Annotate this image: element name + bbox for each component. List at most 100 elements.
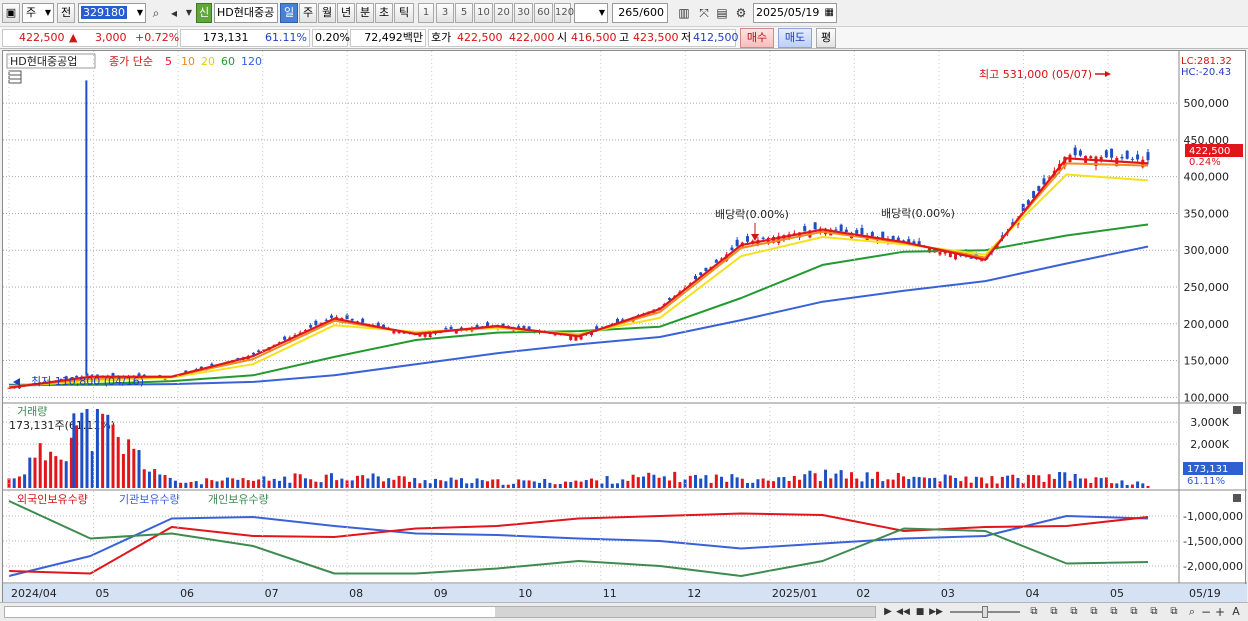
rewind-icon[interactable]: ◀◀ bbox=[896, 607, 910, 617]
volume-bar bbox=[319, 482, 323, 488]
candle-body bbox=[1099, 156, 1103, 160]
volume-bar bbox=[569, 481, 573, 488]
candle-body bbox=[501, 323, 505, 327]
candle-body bbox=[485, 322, 489, 327]
chart-tool-icon[interactable]: ⧉ bbox=[1050, 606, 1058, 617]
horizontal-scrollbar[interactable] bbox=[4, 606, 876, 618]
volume-bar bbox=[1104, 477, 1108, 488]
chart-tool-icon[interactable]: ⧉ bbox=[1110, 606, 1118, 617]
volume-bar bbox=[1130, 484, 1134, 488]
zoom-slider-handle[interactable] bbox=[982, 606, 988, 618]
stock-code-input[interactable]: 329180 ▼ bbox=[78, 3, 146, 23]
interval-20-button[interactable]: 20 bbox=[494, 3, 513, 23]
scroll-right-icon[interactable]: ▶ bbox=[884, 606, 892, 617]
table-view-icon[interactable] bbox=[8, 70, 22, 84]
period-month-button[interactable]: 월 bbox=[318, 3, 336, 23]
holdings-panel-close-icon[interactable] bbox=[1233, 494, 1241, 502]
volume-bar bbox=[1032, 475, 1036, 488]
volume-bar bbox=[376, 476, 380, 488]
candle-type-icon[interactable]: ▥ bbox=[678, 6, 690, 20]
candle-body bbox=[694, 276, 698, 280]
chart-tool-icon[interactable]: ⧉ bbox=[1130, 606, 1138, 617]
chevron-down-icon[interactable]: ▼ bbox=[185, 8, 193, 17]
chart-tool-icon[interactable]: ⧉ bbox=[1030, 606, 1038, 617]
font-size-icon[interactable]: A bbox=[1232, 605, 1240, 618]
period-tick-button[interactable]: 틱 bbox=[394, 3, 414, 23]
sell-button[interactable]: 매도 bbox=[778, 28, 812, 48]
chart-tool-icon[interactable]: ⧉ bbox=[1070, 606, 1078, 617]
chart-tool-icon[interactable]: ⧉ bbox=[1090, 606, 1098, 617]
window-menu-icon[interactable]: ▣ bbox=[2, 3, 20, 23]
volume-panel-close-icon[interactable] bbox=[1233, 406, 1241, 414]
volume-bar bbox=[283, 476, 287, 488]
candle-body bbox=[1146, 152, 1150, 161]
volume-bar bbox=[829, 478, 833, 488]
save-icon[interactable]: ▤ bbox=[716, 6, 728, 20]
gear-icon[interactable]: ⚙ bbox=[735, 6, 747, 20]
volume-bar bbox=[621, 479, 625, 488]
price-tick-label: 400,000 bbox=[1184, 171, 1230, 184]
volume-bar bbox=[865, 472, 869, 488]
interval-60-button[interactable]: 60 bbox=[534, 3, 553, 23]
market-select[interactable]: 주 ▼ bbox=[22, 3, 54, 23]
x-tick-label: 2024/04 bbox=[11, 587, 57, 600]
period-week-button[interactable]: 주 bbox=[299, 3, 317, 23]
candle-body bbox=[943, 251, 947, 254]
volume-bar bbox=[964, 476, 968, 488]
lc-label: LC:281.32 bbox=[1181, 56, 1232, 67]
period-year-button[interactable]: 년 bbox=[337, 3, 355, 23]
candle-body bbox=[184, 370, 188, 373]
high-price: 423,500 bbox=[633, 31, 679, 44]
candle-body bbox=[579, 336, 583, 340]
data-count-field[interactable]: 265/600 bbox=[612, 3, 668, 23]
volume-bar bbox=[449, 477, 453, 488]
interval-3-button[interactable]: 3 bbox=[436, 3, 454, 23]
candle-body bbox=[293, 334, 297, 336]
volume-bar bbox=[366, 478, 370, 488]
prev-button[interactable]: 전 bbox=[57, 3, 75, 23]
volume-bar bbox=[959, 481, 963, 488]
chart-tool-icon[interactable]: ⧉ bbox=[1150, 606, 1158, 617]
volume-bar bbox=[511, 483, 515, 488]
low-label: 저 bbox=[681, 31, 692, 44]
interval-10-button[interactable]: 10 bbox=[474, 3, 493, 23]
fast-forward-icon[interactable]: ▶▶ bbox=[929, 607, 943, 617]
volume-bar bbox=[1146, 485, 1150, 488]
chevron-down-icon: ▼ bbox=[598, 8, 605, 17]
volume-bar bbox=[720, 476, 724, 488]
interval-5-button[interactable]: 5 bbox=[455, 3, 473, 23]
interval-select[interactable]: ▼ bbox=[574, 3, 608, 23]
interval-30-button[interactable]: 30 bbox=[514, 3, 533, 23]
date-field[interactable]: 2025/05/19 ▦ bbox=[753, 3, 837, 23]
buy-button[interactable]: 매수 bbox=[740, 28, 774, 48]
interval-1-button[interactable]: 1 bbox=[418, 3, 434, 23]
average-button[interactable]: 평 bbox=[816, 28, 836, 48]
volume-bar bbox=[64, 461, 68, 488]
candle-body bbox=[142, 374, 146, 377]
candle-body bbox=[881, 231, 885, 238]
volume-tag-pct: 61.11% bbox=[1187, 476, 1225, 487]
period-day-button[interactable]: 일 bbox=[280, 3, 298, 23]
volume-bar bbox=[470, 483, 474, 488]
search-icon[interactable]: ⌕ bbox=[152, 6, 160, 20]
chart-tool-icon[interactable]: ⧉ bbox=[1170, 606, 1178, 617]
volume-bar bbox=[787, 481, 791, 488]
zoom-search-icon[interactable]: ⌕ bbox=[1188, 605, 1196, 618]
zoom-in-icon[interactable]: + bbox=[1214, 605, 1226, 619]
volume-bar bbox=[153, 469, 157, 488]
x-tick-label: 07 bbox=[265, 587, 279, 600]
period-minute-button[interactable]: 분 bbox=[356, 3, 374, 23]
indicator-icon[interactable]: ⤧ bbox=[699, 6, 709, 20]
period-second-button[interactable]: 초 bbox=[375, 3, 393, 23]
interval-120-button[interactable]: 120 bbox=[554, 3, 574, 23]
stop-icon[interactable]: ■ bbox=[915, 607, 925, 617]
volume-bar bbox=[340, 478, 344, 488]
scrollbar-thumb[interactable] bbox=[495, 607, 875, 617]
holdings-line-2 bbox=[8, 512, 1149, 575]
candle-body bbox=[428, 333, 432, 337]
speaker-icon[interactable]: ◂ bbox=[170, 6, 178, 20]
zoom-out-icon[interactable]: − bbox=[1200, 605, 1212, 619]
candle-body bbox=[720, 258, 724, 260]
volume-bar bbox=[12, 478, 16, 488]
chart-area: 100,000 150,000 200,000 250,000 300,000 350,0… bbox=[2, 50, 1247, 602]
